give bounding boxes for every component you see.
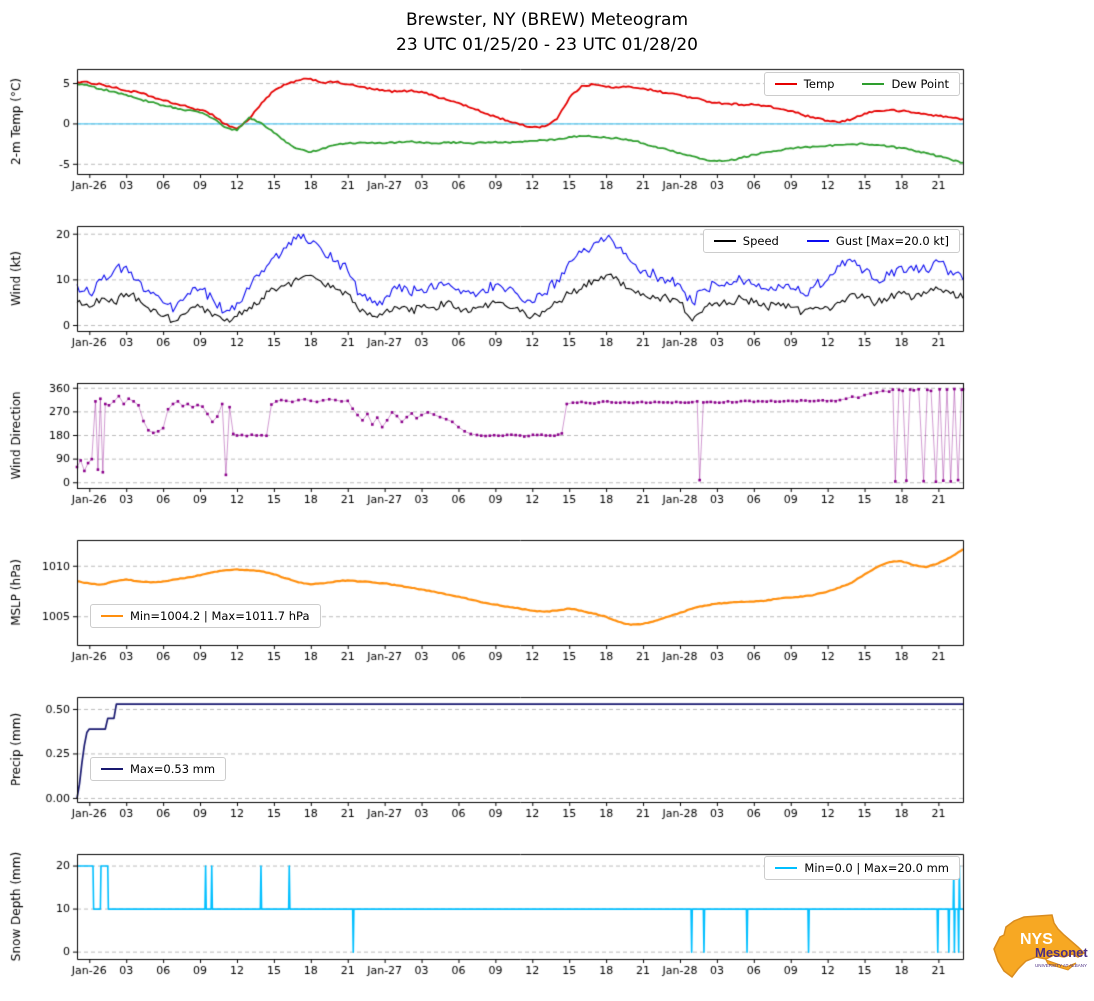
mslp-legend-label: Min=1004.2 | Max=1011.7 hPa <box>130 609 310 623</box>
logo-tagline-text: UNIVERSITY AT ALBANY <box>1035 963 1087 968</box>
panel-temperature: Temp Dew Point <box>0 59 1094 216</box>
snow-depth-legend: Min=0.0 | Max=20.0 mm <box>764 856 960 880</box>
precip-legend-label: Max=0.53 mm <box>130 762 216 776</box>
legend-item-precip: Max=0.53 mm <box>101 762 215 776</box>
panel-snow-depth: Min=0.0 | Max=20.0 mm <box>0 844 1094 1001</box>
long-island-shape <box>1045 959 1077 971</box>
panel-wind-direction <box>0 373 1094 530</box>
precip-line-swatch <box>101 767 123 771</box>
temperature-legend: Temp Dew Point <box>763 72 960 96</box>
mslp-legend: Min=1004.2 | Max=1011.7 hPa <box>90 604 321 628</box>
dewpoint-line-swatch <box>862 82 885 86</box>
page-subtitle: 23 UTC 01/25/20 - 23 UTC 01/28/20 <box>396 34 698 55</box>
legend-item-mslp: Min=1004.2 | Max=1011.7 hPa <box>101 609 310 623</box>
ny-state-shape <box>993 914 1086 979</box>
panel-wind: Speed Gust [Max=20.0 kt] <box>0 216 1094 373</box>
temp-line-swatch <box>774 82 797 86</box>
gust-legend-label: Gust [Max=20.0 kt] <box>835 234 949 248</box>
nys-mesonet-logo: NYS Mesonet UNIVERSITY AT ALBANY <box>993 914 1088 979</box>
snow-legend-label: Min=0.0 | Max=20.0 mm <box>804 861 949 875</box>
gust-line-swatch <box>806 239 829 243</box>
precip-legend: Max=0.53 mm <box>90 757 227 781</box>
speed-line-swatch <box>713 239 736 243</box>
page-title: Brewster, NY (BREW) Meteogram <box>405 10 689 30</box>
mslp-line-swatch <box>101 614 123 618</box>
dewpoint-legend-label: Dew Point <box>891 77 949 91</box>
legend-item-snow: Min=0.0 | Max=20.0 mm <box>775 861 949 875</box>
snow-line-swatch <box>775 866 798 870</box>
wind-direction-chart-canvas <box>0 373 1094 530</box>
logo-nys-text: NYS <box>1020 931 1053 948</box>
temp-legend-label: Temp <box>803 77 835 91</box>
logo-mesonet-text: Mesonet <box>1035 945 1088 960</box>
wind-legend: Speed Gust [Max=20.0 kt] <box>702 229 960 253</box>
speed-legend-label: Speed <box>742 234 779 248</box>
panel-precip: Max=0.53 mm <box>0 687 1094 844</box>
legend-item-gust: Gust [Max=20.0 kt] <box>806 234 949 248</box>
figure-title-block: Brewster, NY (BREW) Meteogram 23 UTC 01/… <box>0 0 1094 59</box>
panel-mslp: Min=1004.2 | Max=1011.7 hPa <box>0 530 1094 687</box>
legend-item-speed: Speed <box>713 234 779 248</box>
legend-item-temp: Temp <box>774 77 835 91</box>
legend-item-dewpoint: Dew Point <box>862 77 949 91</box>
